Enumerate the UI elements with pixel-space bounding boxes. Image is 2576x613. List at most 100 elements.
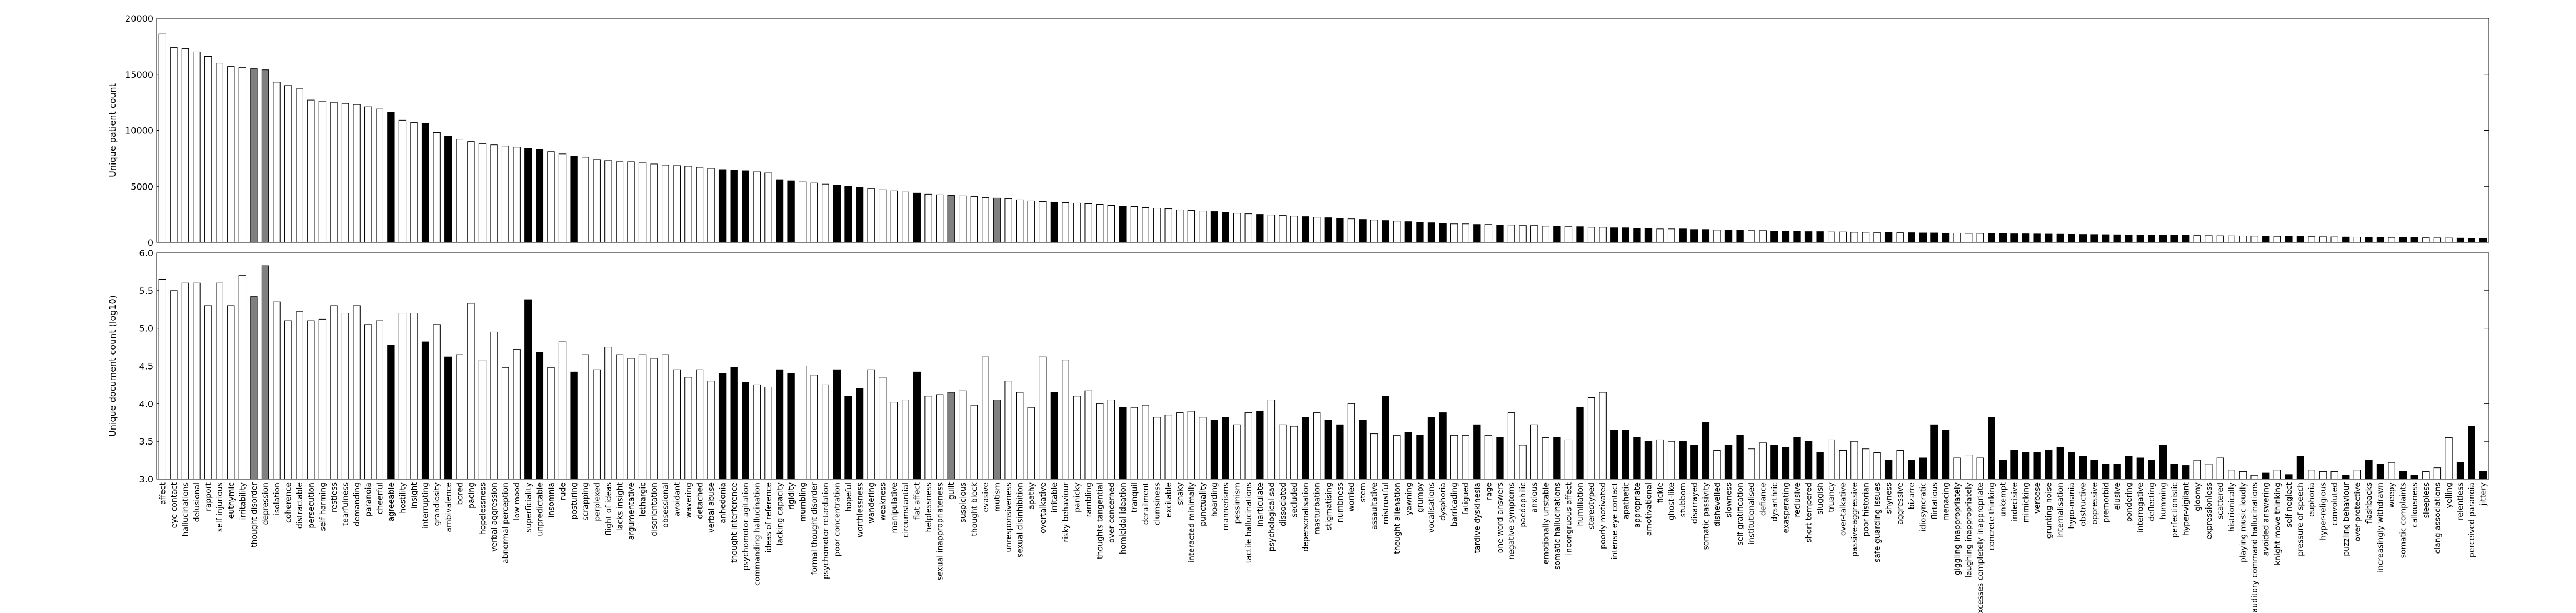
document-count-bar — [1873, 452, 1881, 480]
patient-count-bar — [1279, 215, 1287, 243]
patient-count-bar — [353, 104, 361, 243]
document-count-bar — [1164, 415, 1172, 480]
x-tick-label: scattered — [2216, 482, 2225, 519]
document-count-bar — [799, 366, 807, 480]
document-count-bar — [1347, 403, 1355, 480]
patient-count-bar — [1027, 200, 1035, 243]
x-tick-label: giggling inappropriately — [1953, 482, 1962, 575]
x-tick-label: laughing inappropriately — [1965, 482, 1974, 578]
patient-count-bar — [1519, 225, 1527, 243]
patient-count-bar — [1199, 211, 1207, 243]
x-tick-label: thought block — [970, 482, 979, 536]
x-tick-label: risky behaviour — [1062, 482, 1071, 542]
y-tick-label: 20000 — [125, 13, 153, 24]
x-tick-label: ghost-like — [1668, 482, 1677, 520]
document-count-bar — [1256, 411, 1264, 480]
document-count-bar — [2079, 456, 2087, 480]
x-tick-label: disarrayed — [1690, 482, 1699, 524]
x-tick-label: anhedonia — [719, 482, 728, 524]
document-count-bar — [2342, 475, 2350, 480]
x-tick-label: verbal abuse — [707, 482, 716, 533]
x-tick-label: negative symptoms — [1508, 482, 1517, 560]
document-count-bar — [2376, 464, 2384, 480]
x-tick-label: mutism — [993, 482, 1002, 512]
x-tick-label: tranquil — [1130, 482, 1139, 512]
y-tick-label: 5.0 — [139, 323, 153, 334]
document-count-bar — [421, 341, 429, 480]
x-tick-label: hypo-mania — [2068, 482, 2077, 529]
x-tick-label: deflecting — [2148, 482, 2157, 521]
patient-count-bar — [2090, 234, 2098, 243]
patient-count-bar — [1667, 228, 1675, 243]
patient-count-bar — [204, 56, 212, 243]
document-count-bar — [1530, 424, 1538, 480]
patient-count-bar — [742, 170, 749, 243]
document-count-bar — [730, 367, 738, 480]
x-tick-label: grunting noise — [2045, 482, 2054, 539]
document-count-bar — [2068, 452, 2075, 480]
document-count-bar — [193, 282, 201, 480]
patient-count-bar — [2273, 236, 2281, 243]
x-tick-label: indecisive — [2010, 482, 2019, 521]
document-count-bar — [627, 358, 635, 480]
document-count-bar — [1062, 360, 1069, 480]
document-count-bar — [2239, 471, 2247, 480]
document-count-bar — [181, 282, 189, 480]
document-count-bar — [444, 356, 452, 480]
x-tick-label: truancy — [1828, 482, 1837, 512]
x-tick-label: isolation — [273, 482, 282, 515]
x-tick-label: shyness — [1885, 482, 1894, 514]
document-count-bar — [650, 358, 658, 480]
patient-count-bar — [1610, 227, 1618, 243]
patient-count-bar — [2308, 236, 2315, 243]
patient-count-bar — [1439, 223, 1447, 243]
x-tick-label: elusive — [2113, 482, 2122, 510]
patient-count-bar — [1759, 230, 1767, 243]
x-tick-label: sleepless — [2422, 482, 2431, 518]
patient-count-bar — [776, 179, 784, 243]
x-tick-label: institutionalised — [1748, 482, 1757, 545]
patient-count-bar — [284, 85, 292, 243]
document-count-bar — [1244, 412, 1252, 480]
x-tick-label: mimicking — [2022, 482, 2031, 523]
patient-count-bar — [2102, 234, 2110, 243]
document-count-bar — [410, 313, 418, 480]
x-tick-label: lacking capacity — [776, 482, 785, 545]
patient-count-bar — [1119, 206, 1127, 243]
patient-count-bar — [2228, 235, 2235, 243]
patient-count-bar — [1530, 225, 1538, 243]
document-count-bar — [1896, 450, 1904, 480]
document-count-bar — [1839, 450, 1847, 480]
document-count-bar — [1370, 433, 1378, 480]
document-count-bar — [1908, 460, 1915, 480]
document-count-bar — [318, 318, 327, 480]
document-count-bar — [1965, 455, 1973, 480]
patient-count-bar — [1302, 216, 1309, 243]
x-tick-label: irritability — [238, 482, 247, 520]
x-tick-label: intense eye contact — [1610, 482, 1619, 559]
patient-count-bar — [330, 102, 338, 243]
patient-count-bar — [2353, 237, 2362, 243]
patient-count-bar — [1633, 228, 1641, 243]
x-tick-label: sexual inappropriateness — [936, 482, 945, 580]
document-count-bar — [2056, 447, 2064, 480]
patient-count-bar — [1748, 230, 1755, 243]
document-count-bar — [2045, 450, 2053, 480]
patient-count-bar — [2433, 237, 2442, 243]
patient-count-bar — [1564, 226, 1573, 243]
document-count-bar — [558, 341, 567, 480]
y-tick-label: 6.0 — [139, 248, 153, 258]
document-count-bar — [2250, 475, 2258, 480]
patient-count-bar — [2193, 235, 2201, 243]
patient-count-bar — [2365, 237, 2373, 243]
y-tick-label: 10000 — [125, 126, 153, 136]
x-tick-label: hostility — [398, 482, 407, 514]
x-tick-label: irritable — [1050, 482, 1059, 513]
document-count-bar — [1519, 445, 1527, 480]
y-tick-label: 4.5 — [139, 361, 153, 372]
x-tick-label: rigidity — [787, 482, 796, 510]
patient-count-bar — [1839, 231, 1847, 243]
bottom-y-axis-label: Unique document count (log10) — [107, 295, 118, 437]
patient-count-bar — [1324, 217, 1332, 243]
x-tick-label: dissociated — [1279, 482, 1288, 526]
